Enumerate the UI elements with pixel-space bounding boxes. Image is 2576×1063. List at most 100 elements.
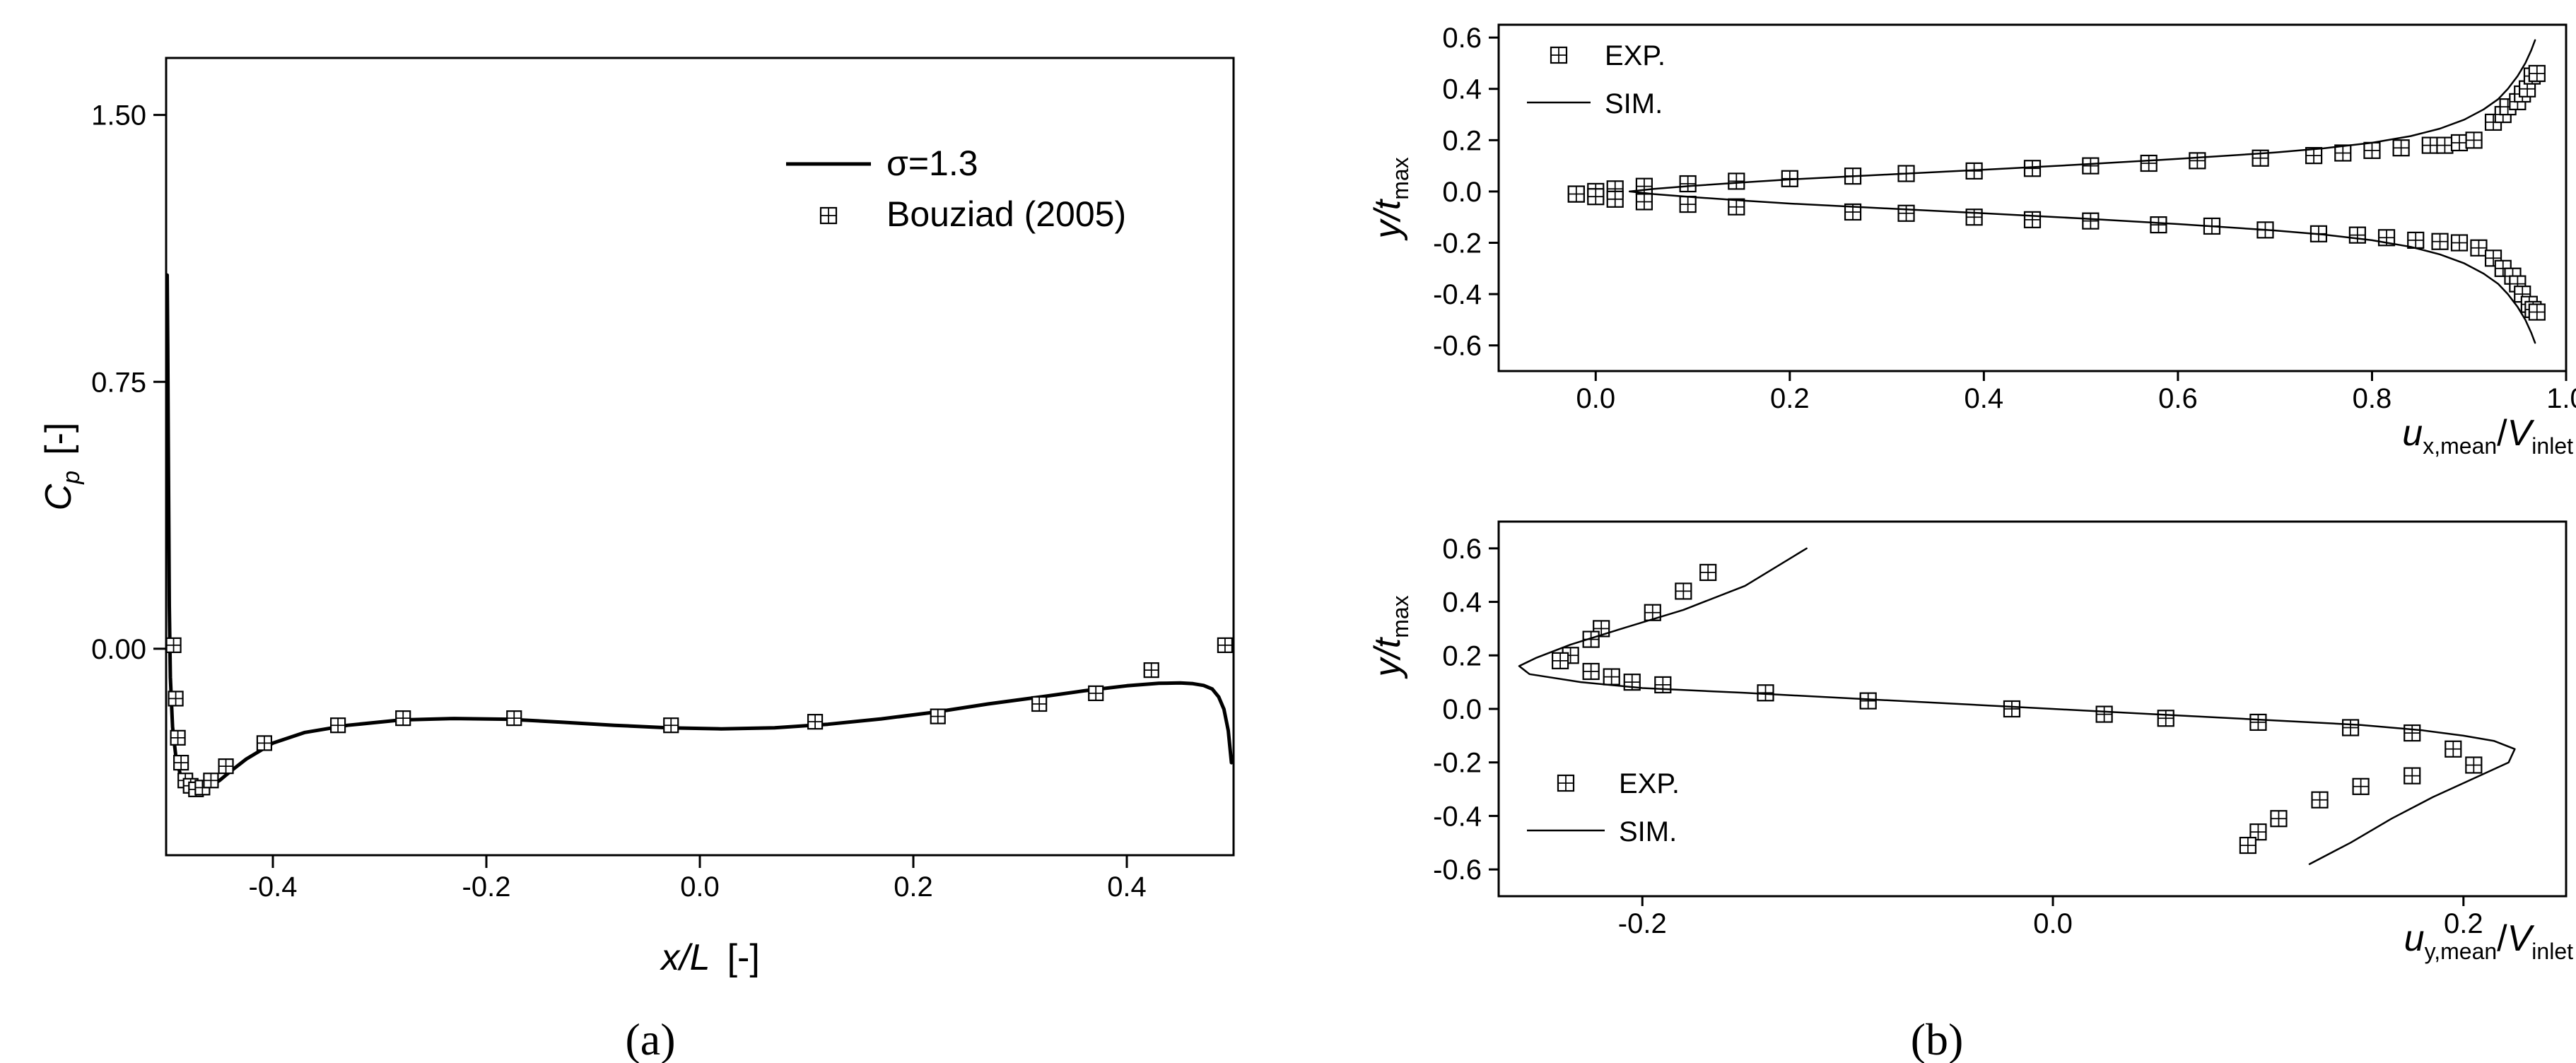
data-point-marker [2404,724,2421,742]
data-point-marker [2150,216,2167,234]
panel-b-bottom-y-tick-labels: -0.6 -0.4 -0.2 0.0 0.2 0.4 0.6 [1433,534,1482,886]
panel-b-top-plot-frame [1497,23,2568,372]
series-line-1-seg-0 [1518,547,2516,865]
y-tick-label: 0.2 [1442,640,1482,671]
panel-a-x-axis-label: x/L [-] [659,937,760,978]
data-point-marker [506,710,522,727]
panel-b-top-series [1567,39,2546,344]
data-point-marker [2465,131,2483,149]
panel-b-top-tick-marks [1489,36,2568,381]
y-tick-label: -0.6 [1433,854,1482,886]
y-tick-label: 0.6 [1442,534,1482,565]
panel-b-bottom-x-tick-labels: -0.2 0.0 0.2 [1618,908,2483,939]
data-point-marker [1897,204,1915,222]
data-point-marker [2465,756,2483,774]
data-point-marker [2249,823,2267,841]
data-point-marker [1654,676,1672,694]
y-tick-label: 1.50 [91,100,146,131]
data-point-marker [2239,836,2257,854]
data-point-marker [2249,713,2267,732]
data-point-marker [2157,710,2174,727]
data-point-marker [330,717,346,734]
legend-marker [1550,46,1568,64]
panel-b-bottom-x-axis-label: uy,mean/Vinlet [2404,918,2573,964]
data-point-marker [218,758,234,775]
data-point-marker [1143,662,1159,679]
panel-b-bottom-tick-marks [1489,547,2465,906]
x-tick-label: -0.4 [249,871,298,903]
panel-b-bottom-series [1518,547,2516,865]
data-point-marker [1567,185,1585,203]
panel-a-plot-frame [165,57,1235,857]
data-point-marker [2436,136,2454,154]
data-point-marker [2404,767,2421,785]
series-line-1-seg-0 [1629,39,2536,193]
panel-b-top-y-axis-label: y/tmax [1367,157,1413,240]
data-point-marker [2334,144,2352,162]
panel-a-legend-series-1-label: σ=1.3 [886,143,978,183]
x-tick-label: -0.2 [1618,908,1667,939]
panel-b-top-legend-exp-label: EXP. [1605,40,1665,71]
panel-b-bottom-legend-exp-label: EXP. [1619,768,1680,799]
data-point-marker [2023,160,2042,177]
data-point-marker [1679,175,1697,193]
panel-b-top-legend-marker-swatch [1550,46,1568,64]
x-tick-label: 0.2 [2444,908,2483,939]
data-point-marker [1644,604,1661,621]
panel-b-top-legend: EXP. SIM. [1527,40,1665,119]
data-point-marker [1587,188,1605,206]
legend-marker [1557,774,1575,792]
panel-a-tick-marks [153,114,1128,868]
data-point-marker [256,735,273,751]
data-point-marker [2528,64,2546,83]
data-point-marker [1088,685,1104,701]
data-point-marker [1679,195,1697,213]
data-point-marker [1699,563,1717,582]
data-point-marker [2407,231,2425,249]
series-line-0-seg-0 [165,273,1234,789]
data-point-marker [2003,700,2021,718]
x-tick-label: 0.0 [1576,383,1615,414]
data-point-marker [2095,705,2113,723]
x-tick-label: 0.0 [2033,908,2073,939]
data-point-marker [2470,239,2488,257]
series-line-1-seg-1 [1629,190,2536,344]
panel-b-label: (b) [1911,1014,1964,1063]
y-tick-label: 0.6 [1442,23,1482,54]
y-tick-label: -0.4 [1433,279,1482,310]
x-tick-label: -0.2 [462,871,511,903]
y-tick-label: 0.4 [1442,587,1482,618]
x-tick-label: 0.6 [2158,383,2198,414]
data-point-marker [1582,662,1600,681]
data-point-marker [2082,157,2100,175]
y-tick-label: -0.2 [1433,748,1482,779]
data-point-marker [2528,303,2546,321]
data-point-marker [1217,637,1234,653]
y-tick-label: 0.0 [1442,177,1482,208]
data-point-marker [1844,203,1862,221]
panel-b-top-legend-sim-label: SIM. [1605,88,1663,119]
data-point-marker [2352,777,2370,795]
data-point-marker [2363,141,2381,159]
data-point-marker [2341,719,2360,736]
data-point-marker [2023,211,2042,228]
data-point-marker [395,710,411,727]
y-tick-label: -0.6 [1433,331,1482,362]
data-point-marker [1635,193,1653,211]
panel-a-legend: σ=1.3 Bouziad (2005) [786,143,1126,234]
data-point-marker [2392,139,2410,157]
panel-b-bottom-uy-chart: -0.2 0.0 0.2 -0.6 -0.4 -0.2 0.0 0.2 0.4 0.6 y/tm… [1367,520,2573,1063]
panel-a-label: (a) [625,1014,675,1063]
panel-a-legend-marker-swatch [819,206,838,225]
data-point-marker [2518,80,2536,98]
data-point-marker [1606,190,1624,208]
x-tick-label: 0.4 [1965,383,2004,414]
y-tick-label: -0.2 [1433,228,1482,259]
data-point-marker [2450,234,2469,252]
data-point-marker [1603,668,1620,686]
panel-b-top-x-axis-label: ux,mean/Vinlet [2402,413,2573,459]
panel-b-bottom-legend-sim-label: SIM. [1619,816,1677,847]
data-point-marker [2082,212,2100,230]
panel-b-bottom-legend: EXP. SIM. [1527,768,1680,847]
